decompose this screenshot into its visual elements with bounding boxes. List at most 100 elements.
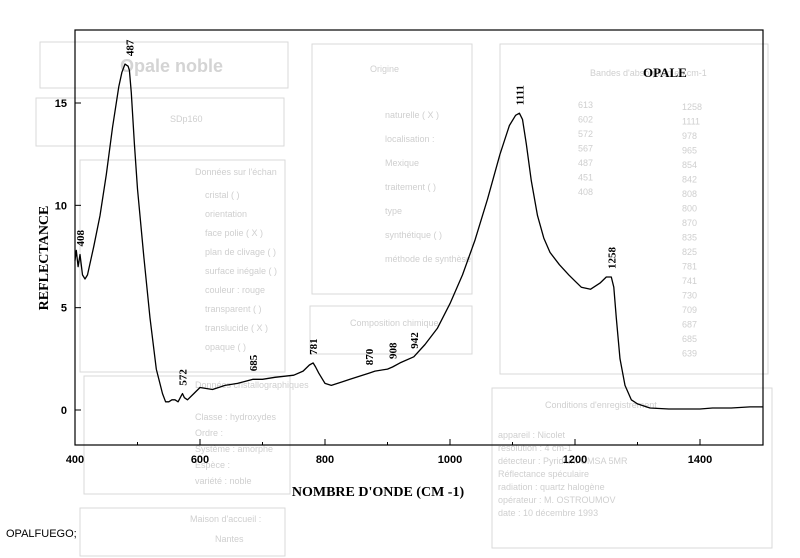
bg-bandes-col1: 1258 1111 978 965 854 842 808 800 870 835 825 781 74…: [682, 102, 702, 359]
bg-bande-value: 567: [578, 144, 593, 154]
bg-bande-value: 602: [578, 115, 593, 125]
bg-bande-value: 800: [682, 204, 697, 214]
bg-donnees-line: surface inégale ( ): [205, 266, 277, 276]
bg-origine-lines: naturelle ( X ) localisation : Mexique trai…: [385, 110, 471, 264]
bg-bande-value: 451: [578, 173, 593, 183]
bg-bande-value: 572: [578, 129, 593, 139]
bg-cristallo-line: Ordre :: [195, 428, 223, 438]
bg-cristallo-line: variété : noble: [195, 476, 252, 486]
bg-bande-value: 870: [682, 218, 697, 228]
bg-donnees-line: orientation: [205, 209, 247, 219]
y-axis-ticks: 0 5 10 15: [55, 98, 81, 417]
peak-label: 942: [409, 332, 421, 349]
y-tick-label: 5: [61, 303, 67, 315]
bg-composition-box: [309, 305, 473, 355]
plot-frame: [74, 29, 764, 446]
bg-bande-value: 835: [682, 233, 697, 243]
bg-title: Opale noble: [120, 56, 223, 76]
bg-title-box: [39, 41, 289, 89]
x-tick-label: 400: [66, 454, 84, 466]
bg-conditions-line: opérateur : M. OSTROUMOV: [498, 495, 616, 505]
bg-bande-value: 825: [682, 247, 697, 257]
footer-label: OPALFUEGO;: [6, 528, 77, 540]
bg-origine-box: [311, 43, 473, 295]
bg-cristallo-title: Données cristallographiques: [195, 380, 309, 390]
bg-bande-value: 978: [682, 131, 697, 141]
bg-bande-value: 741: [682, 276, 697, 286]
peak-label: 1258: [606, 247, 618, 270]
bg-conditions-line: détecteur : Pyridium CMSA 5MR: [498, 456, 628, 466]
bg-donnees-box: [79, 159, 286, 373]
bg-conditions-line: appareil : Nicolet: [498, 430, 566, 440]
bg-nantes: Nantes: [215, 534, 244, 544]
bg-donnees-title: Données sur l'échan: [195, 167, 277, 177]
bg-bandes-box: [499, 43, 769, 375]
peak-label: 1111: [514, 85, 526, 105]
bg-conditions-line: date : 10 décembre 1993: [498, 508, 598, 518]
bg-conditions-line: Réflectance spéculaire: [498, 469, 589, 479]
bg-bande-value: 781: [682, 262, 697, 272]
bg-bande-value: 408: [578, 187, 593, 197]
background-form: Opale noble SDp160 Origine naturelle ( X…: [35, 41, 773, 557]
x-tick-label: 600: [191, 454, 209, 466]
bg-ref-box: [35, 97, 285, 147]
bg-bande-value: 730: [682, 291, 697, 301]
bg-maison: Maison d'accueil :: [190, 514, 261, 524]
x-axis-ticks: 400 600 800 1000 1200 1400: [66, 439, 712, 466]
y-tick-label: 0: [61, 405, 67, 417]
bg-bande-value: 808: [682, 189, 697, 199]
series-line-reflectance: [74, 63, 763, 410]
bg-cristallo-line: Espèce :: [195, 460, 230, 470]
peak-label: 870: [364, 348, 376, 365]
chart-title: OPALE: [643, 65, 687, 80]
bg-cristallo-box: [83, 375, 291, 495]
bg-conditions-box: [491, 387, 773, 549]
bg-conditions-line: résolution : 4 cm-1: [498, 443, 572, 453]
bg-donnees-line: transparent ( ): [205, 304, 262, 314]
bg-cristallo-line: Système : amorphe: [195, 444, 273, 454]
bg-bande-value: 842: [682, 175, 697, 185]
bg-donnees-line: cristal ( ): [205, 190, 240, 200]
bg-donnees-line: face polie ( X ): [205, 228, 263, 238]
bg-conditions-title: Conditions d'enregistrement: [545, 400, 657, 410]
peak-label: 572: [178, 369, 190, 386]
x-tick-label: 1400: [688, 454, 712, 466]
peak-label: 908: [388, 342, 400, 359]
x-tick-label: 800: [316, 454, 334, 466]
bg-conditions-line: radiation : quartz halogène: [498, 482, 605, 492]
bg-bande-value: 709: [682, 305, 697, 315]
bg-bande-value: 687: [682, 320, 697, 330]
bg-bandes-title: Bandes d'absorption en cm-1: [590, 68, 707, 78]
bg-bande-value: 487: [578, 158, 593, 168]
bg-ref: SDp160: [170, 114, 203, 124]
bg-conditions-lines: appareil : Nicolet résolution : 4 cm-1 dét…: [498, 430, 628, 518]
peak-label: 408: [75, 230, 87, 247]
bg-origine-line: méthode de synthèse: [385, 254, 471, 264]
y-tick-label: 10: [55, 200, 67, 212]
bg-bande-value: 1258: [682, 102, 702, 112]
bg-bande-value: 613: [578, 100, 593, 110]
peak-label: 487: [124, 39, 136, 56]
bg-donnees-lines: cristal ( ) orientation face polie ( X ) pl…: [205, 190, 277, 352]
y-tick-label: 15: [55, 98, 67, 110]
y-axis-title: REFLECTANCE: [37, 206, 52, 311]
bg-maison-box: [79, 507, 286, 557]
x-tick-label: 1200: [563, 454, 587, 466]
x-tick-label: 1000: [438, 454, 462, 466]
x-axis-title: NOMBRE D'ONDE (CM -1): [292, 485, 465, 500]
bg-composition-title: Composition chimique: [350, 318, 439, 328]
bg-donnees-line: opaque ( ): [205, 342, 246, 352]
bg-origine-line: traitement ( ): [385, 182, 436, 192]
peak-label: 781: [308, 338, 320, 355]
bg-cristallo-lines: Classe : hydroxydes Ordre : Système : amor…: [195, 412, 277, 486]
bg-donnees-line: translucide ( X ): [205, 323, 268, 333]
bg-bande-value: 639: [682, 349, 697, 359]
bg-bande-value: 965: [682, 146, 697, 156]
bg-origine-line: localisation :: [385, 134, 435, 144]
bg-donnees-line: plan de clivage ( ): [205, 247, 276, 257]
bg-origine-line: Mexique: [385, 158, 419, 168]
peak-labels: 408 487 572 685 781 870 908 942 1111 1258: [75, 39, 618, 386]
bg-origine-title: Origine: [370, 64, 399, 74]
peak-label: 685: [248, 354, 260, 371]
